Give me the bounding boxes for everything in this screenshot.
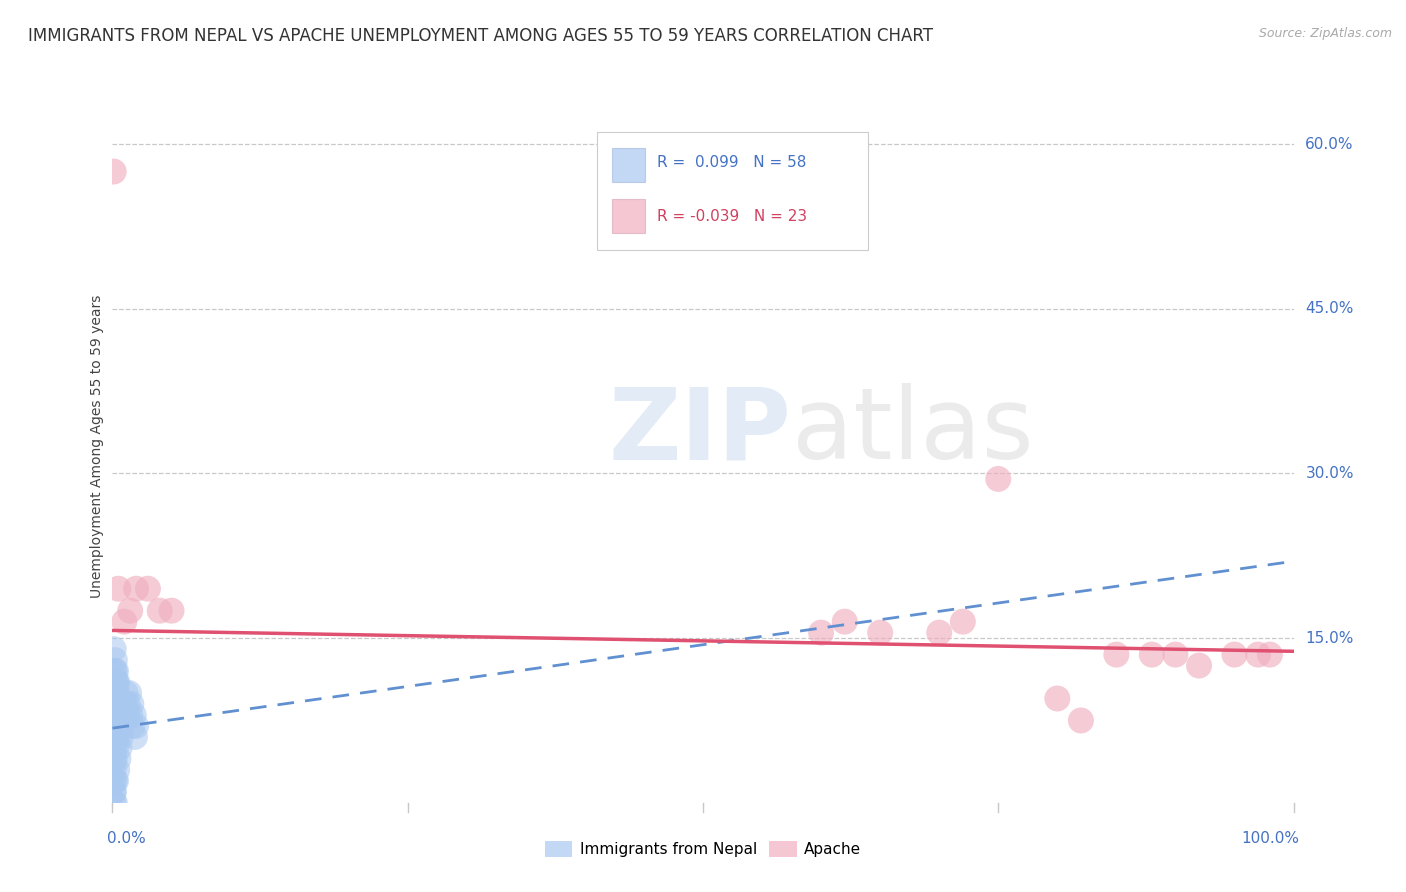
Point — [110, 730, 132, 744]
Point — [105, 719, 128, 733]
Point — [1247, 648, 1270, 662]
Point — [104, 697, 127, 711]
Point — [810, 625, 832, 640]
Point — [1223, 648, 1246, 662]
Point — [104, 653, 127, 667]
Point — [105, 675, 128, 690]
Point — [1046, 691, 1069, 706]
Point — [105, 773, 128, 788]
Point — [103, 785, 125, 799]
Y-axis label: Unemployment Among Ages 55 to 59 years: Unemployment Among Ages 55 to 59 years — [90, 294, 104, 598]
Point — [104, 686, 127, 700]
Point — [104, 730, 127, 744]
Point — [118, 686, 141, 700]
Point — [1140, 648, 1163, 662]
Bar — [612, 148, 645, 182]
Point — [105, 686, 128, 700]
Point — [103, 773, 125, 788]
Text: R = -0.039   N = 23: R = -0.039 N = 23 — [657, 209, 807, 224]
Point — [105, 686, 128, 700]
Point — [103, 730, 125, 744]
Point — [103, 164, 125, 178]
Point — [103, 740, 125, 755]
Text: 15.0%: 15.0% — [1305, 631, 1354, 646]
Point — [105, 664, 128, 678]
Point — [105, 708, 128, 723]
Point — [869, 625, 891, 640]
Point — [103, 785, 125, 799]
Legend: Immigrants from Nepal, Apache: Immigrants from Nepal, Apache — [538, 835, 868, 863]
Point — [111, 719, 134, 733]
Point — [115, 708, 138, 723]
Point — [114, 686, 136, 700]
Point — [125, 582, 148, 596]
Point — [103, 664, 125, 678]
Point — [120, 708, 142, 723]
Point — [120, 604, 142, 618]
Point — [108, 740, 131, 755]
Point — [103, 796, 125, 810]
Point — [107, 719, 129, 733]
Point — [105, 763, 128, 777]
Point — [834, 615, 856, 629]
Point — [1188, 658, 1211, 673]
Point — [105, 697, 128, 711]
Text: Source: ZipAtlas.com: Source: ZipAtlas.com — [1258, 27, 1392, 40]
Point — [120, 697, 142, 711]
FancyBboxPatch shape — [596, 132, 869, 250]
Point — [1070, 714, 1092, 728]
Text: 45.0%: 45.0% — [1305, 301, 1354, 317]
Text: atlas: atlas — [792, 384, 1033, 480]
Text: IMMIGRANTS FROM NEPAL VS APACHE UNEMPLOYMENT AMONG AGES 55 TO 59 YEARS CORRELATI: IMMIGRANTS FROM NEPAL VS APACHE UNEMPLOY… — [28, 27, 934, 45]
Point — [103, 708, 125, 723]
Point — [104, 686, 127, 700]
Point — [122, 708, 145, 723]
Point — [107, 697, 129, 711]
Text: 60.0%: 60.0% — [1305, 136, 1354, 152]
Point — [149, 604, 172, 618]
Text: ZIP: ZIP — [609, 384, 792, 480]
Point — [1105, 648, 1128, 662]
Point — [103, 675, 125, 690]
Point — [928, 625, 950, 640]
Point — [121, 719, 143, 733]
Point — [105, 675, 128, 690]
Point — [136, 582, 159, 596]
Point — [107, 697, 129, 711]
Point — [105, 730, 128, 744]
Point — [103, 752, 125, 766]
Point — [112, 697, 135, 711]
Bar — [612, 199, 645, 234]
Point — [160, 604, 183, 618]
Point — [987, 472, 1010, 486]
Point — [110, 697, 132, 711]
Text: 0.0%: 0.0% — [107, 831, 145, 847]
Text: R =  0.099   N = 58: R = 0.099 N = 58 — [657, 155, 806, 170]
Point — [125, 719, 148, 733]
Point — [112, 708, 135, 723]
Text: 100.0%: 100.0% — [1241, 831, 1299, 847]
Point — [105, 675, 128, 690]
Text: 30.0%: 30.0% — [1305, 466, 1354, 481]
Point — [104, 752, 127, 766]
Point — [1258, 648, 1281, 662]
Point — [104, 773, 127, 788]
Point — [104, 697, 127, 711]
Point — [103, 642, 125, 657]
Point — [105, 740, 128, 755]
Point — [124, 730, 146, 744]
Point — [103, 763, 125, 777]
Point — [107, 582, 129, 596]
Point — [1164, 648, 1187, 662]
Point — [104, 796, 127, 810]
Point — [117, 697, 139, 711]
Point — [104, 719, 127, 733]
Point — [103, 708, 125, 723]
Point — [104, 664, 127, 678]
Point — [108, 708, 131, 723]
Point — [107, 752, 129, 766]
Point — [112, 615, 135, 629]
Point — [952, 615, 974, 629]
